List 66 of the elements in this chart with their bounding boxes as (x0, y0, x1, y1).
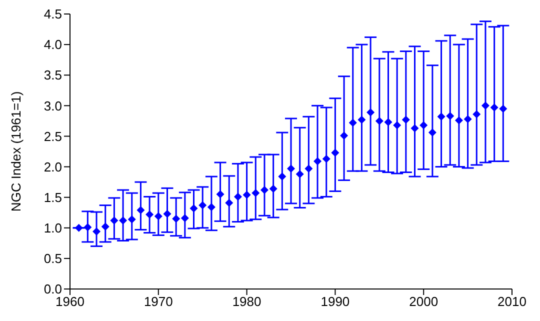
point (402, 116, 410, 124)
y-tick-label: 3.5 (44, 68, 62, 83)
y-tick-label: 4.0 (44, 37, 62, 52)
point (331, 148, 340, 157)
point (348, 118, 357, 127)
point (136, 206, 145, 214)
point (128, 215, 136, 224)
x-tick-label: 1990 (320, 294, 350, 310)
point (269, 184, 278, 193)
point (234, 192, 242, 201)
point (358, 116, 366, 124)
point (101, 222, 110, 231)
point (119, 216, 128, 225)
point (393, 121, 402, 130)
y-tick-label: 4.5 (44, 6, 62, 22)
y-tick-label: 2.5 (44, 128, 62, 144)
point (410, 124, 419, 132)
point (146, 210, 154, 218)
point (278, 172, 286, 181)
point (304, 164, 313, 173)
x-tick-label: 2000 (409, 294, 438, 310)
point (216, 190, 224, 198)
point (464, 115, 472, 124)
point (340, 132, 348, 140)
point (481, 102, 490, 110)
point (428, 128, 436, 137)
point (252, 189, 260, 198)
point (163, 210, 172, 218)
point (420, 121, 428, 130)
y-tick-label: 0.0 (44, 282, 62, 297)
point (225, 198, 234, 207)
point (154, 212, 162, 220)
point (190, 204, 198, 212)
point (472, 110, 481, 118)
x-tick-label: 1960 (56, 294, 84, 310)
point (366, 108, 375, 116)
point (490, 104, 498, 112)
y-axis-title: NGC Index (1961=1) (8, 91, 24, 212)
point (454, 116, 463, 124)
y-tick-label: 1.5 (44, 190, 62, 205)
x-tick-label: 2010 (498, 294, 526, 310)
point (375, 116, 384, 125)
y-tick-label: 1.0 (44, 220, 62, 236)
point (110, 216, 118, 225)
point (296, 170, 304, 178)
point (314, 157, 322, 166)
y-tick-label: 0.5 (44, 251, 62, 266)
point (84, 223, 92, 232)
y-tick-label: 3.0 (44, 98, 62, 114)
point (260, 186, 268, 194)
point (92, 228, 101, 236)
y-tick-label: 2.0 (44, 159, 62, 174)
point (172, 214, 180, 223)
x-tick-label: 1980 (232, 294, 262, 310)
point (207, 203, 216, 212)
point (74, 224, 83, 232)
point (242, 190, 251, 199)
point (499, 104, 508, 113)
point (287, 164, 295, 173)
point (437, 112, 446, 121)
point (322, 154, 330, 163)
point (198, 201, 207, 210)
point (446, 112, 454, 120)
x-tick-label: 1970 (144, 294, 173, 310)
point (384, 118, 392, 126)
point (180, 214, 189, 222)
